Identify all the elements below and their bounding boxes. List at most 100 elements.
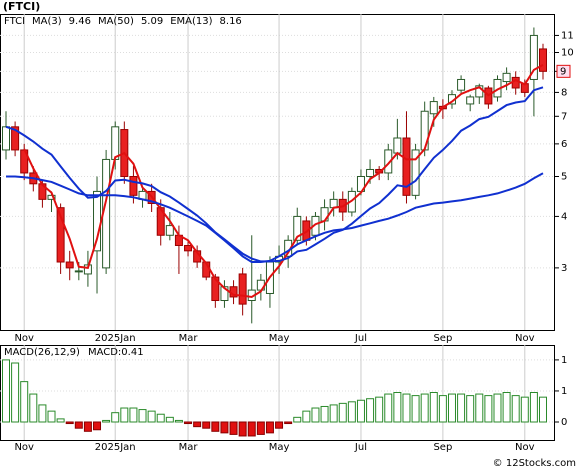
ma-line [6,172,544,263]
macd-bar [529,392,538,423]
macd-bar [320,405,329,423]
y-tick-label: 1 [561,386,567,397]
macd-bar [475,393,484,423]
macd-bar [102,419,111,423]
macd-bar [329,404,338,423]
panel [0,14,555,331]
x-tick-label: Sep [433,333,452,344]
candle-body [402,137,411,196]
macd-bar [184,421,193,425]
candle-body [511,76,520,89]
y-tick-label: 4 [561,211,567,222]
candle-body [2,126,10,151]
macd-bar [511,395,520,423]
x-tick-label: Jul [354,442,367,453]
x-tick-label: Mar [179,333,199,344]
candle-body [384,149,393,174]
macd-bar [111,412,120,423]
macd-bar [411,395,420,423]
macd-bar [384,393,393,423]
x-tick-label: Sep [433,442,452,453]
macd-bar [74,421,83,429]
x-tick-label: 2025Jan [95,442,136,453]
macd-bar [56,418,65,423]
x-tick-label: Nov [14,333,34,344]
candle-body [411,149,420,196]
macd-bar [393,392,402,423]
candle-body [211,276,220,302]
x-tick-label: Nov [515,333,535,344]
macd-bar [457,393,466,423]
macd-bar [438,395,447,423]
y-tick-label: 11 [561,30,574,41]
macd-bar [229,421,238,435]
macd-bar [129,407,138,423]
macd-bar [2,359,10,423]
x-tick-label: Nov [14,442,34,453]
ma-line [5,86,544,263]
macd-bar [539,396,547,423]
macd-bar [429,392,438,423]
macd-bar [284,421,293,425]
macd-bar [29,393,38,423]
x-tick-label: May [269,333,290,344]
x-tick-label: Nov [515,442,535,453]
candle-body [74,270,83,273]
macd-bar [138,409,147,423]
candle-body [366,168,375,177]
legend-name: MA(50) [98,16,134,27]
current-price: 9 [560,66,566,77]
x-tick-label: May [269,442,290,453]
macd-bar [502,392,511,423]
legend-label: FTCI [4,16,25,27]
candle-body [393,137,402,154]
macd-bar [220,421,229,434]
macd-bar [247,421,256,437]
macd-bar [375,396,384,423]
current-price-box [556,64,571,78]
macd-bar [347,401,356,423]
x-tick-label: Mar [179,442,199,453]
macd-bar [402,393,411,423]
macd-bar [11,362,20,423]
candle-body [502,72,511,83]
macd-bar [293,416,302,423]
macd-bar [447,393,456,423]
macd-bar [83,421,92,432]
macd-bar [311,407,320,423]
macd-bar [484,395,493,423]
panel-subtitle: MACD:0.41 [88,347,144,358]
macd-bar [366,398,375,423]
macd-bar [38,404,47,423]
macd-bar [211,421,220,432]
macd-bar [302,410,311,423]
macd-bar [493,393,502,423]
candle-body [111,126,120,160]
candle-body [129,175,138,196]
macd-bar [238,421,247,437]
candle-body [429,101,438,115]
macd-bar [147,410,156,423]
candle-body [65,261,74,269]
macd-bar [275,421,284,429]
y-tick-label: 3 [561,263,567,274]
candle-body [466,96,475,105]
macd-bar [165,416,174,423]
macd-bar [93,421,102,431]
macd-bar [193,421,202,428]
footer: © 12Stocks.com [493,458,576,469]
y-tick-label: 5 [561,171,567,182]
macd-bar [256,421,265,435]
candle-body [165,225,174,236]
macd-bar [420,393,429,423]
y-tick-label: 8 [561,87,567,98]
y-tick-label: 7 [561,111,567,122]
macd-bar [265,421,274,434]
macd-bar [65,421,74,425]
candle-body [293,215,302,241]
macd-bar [120,407,129,423]
legend-value: 8.16 [220,16,242,27]
macd-bar [174,419,183,423]
x-tick-label: 2025Jan [95,333,136,344]
